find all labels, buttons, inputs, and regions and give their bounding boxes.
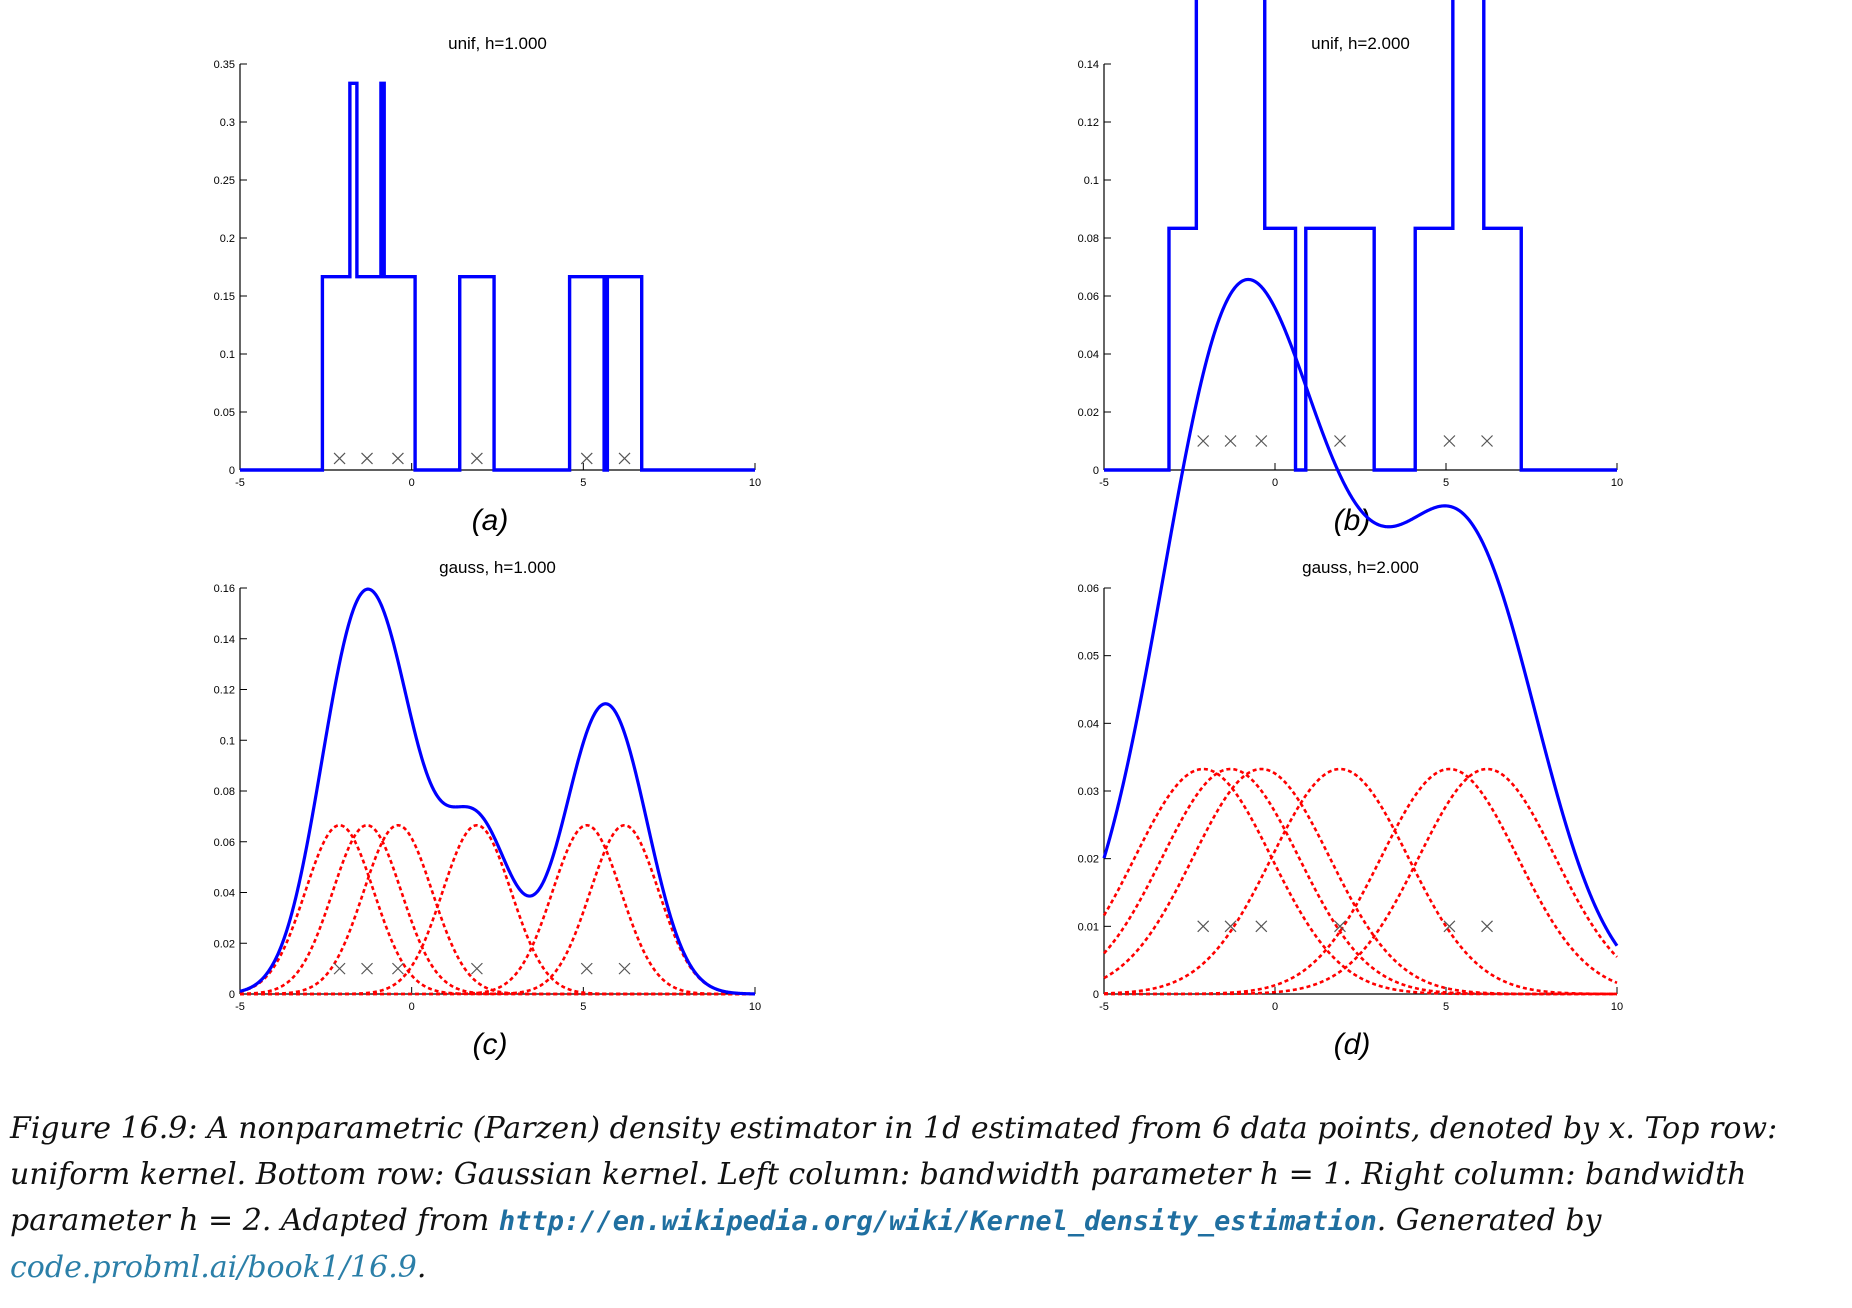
x-tick-label: -5 <box>1099 477 1109 489</box>
data-point-marker <box>1197 435 1210 447</box>
caption-url-link[interactable]: http://en.wikipedia.org/wiki/Kernel_dens… <box>498 1206 1377 1237</box>
y-tick-label: 0.04 <box>1078 718 1099 730</box>
data-point-marker <box>470 452 483 465</box>
chart-title: gauss, h=2.000 <box>1302 558 1419 577</box>
y-tick-label: 0.06 <box>1078 583 1099 595</box>
y-tick-label: 0.08 <box>214 786 235 798</box>
kernel-line <box>1103 767 1617 996</box>
y-tick-label: 0.2 <box>220 233 235 245</box>
y-tick-label: 0.14 <box>214 634 235 646</box>
figure-caption: Figure 16.9: A nonparametric (Parzen) de… <box>10 1106 1840 1291</box>
chart-title: unif, h=1.000 <box>448 34 547 53</box>
data-point-marker <box>1481 435 1493 447</box>
data-point-marker <box>1255 435 1268 447</box>
x-tick-label: 5 <box>580 1001 586 1013</box>
x-tick-label: 0 <box>409 1001 415 1013</box>
data-point-marker <box>1197 920 1210 933</box>
data-point-marker <box>470 962 483 975</box>
data-point-marker <box>333 962 346 975</box>
x-tick-label: 10 <box>1611 477 1623 489</box>
density-line <box>239 587 756 996</box>
y-tick-label: 0.35 <box>214 59 235 71</box>
data-point-marker <box>1443 920 1456 933</box>
density-step-line <box>1104 0 1617 472</box>
y-tick-label: 0.16 <box>214 583 235 595</box>
y-tick-label: 0.02 <box>214 938 235 950</box>
x-tick-label: 0 <box>409 477 415 489</box>
data-point-marker <box>392 962 404 975</box>
x-tick-label: 10 <box>749 477 761 489</box>
y-tick-label: 0.01 <box>1078 921 1099 933</box>
data-point-marker <box>1481 920 1493 933</box>
data-point-marker <box>1334 920 1346 933</box>
x-tick-label: 5 <box>1443 1001 1449 1013</box>
data-point-marker <box>618 962 631 975</box>
kernel-line <box>1103 767 1617 996</box>
y-tick-label: 0.14 <box>1078 59 1099 71</box>
data-point-marker <box>580 962 593 975</box>
y-tick-label: 0 <box>229 465 235 477</box>
kernel-line <box>240 823 756 996</box>
density-step-line <box>240 81 755 472</box>
data-point-marker <box>1255 920 1268 933</box>
y-tick-label: 0 <box>1093 989 1099 1001</box>
y-tick-label: 0.1 <box>220 349 235 361</box>
x-tick-label: 10 <box>749 1001 761 1013</box>
panel-label: (a) <box>472 504 509 537</box>
data-point-marker <box>1224 435 1237 447</box>
x-tick-label: -5 <box>1099 1001 1109 1013</box>
caption-text-2: . Generated by <box>1376 1203 1602 1238</box>
y-tick-label: 0.08 <box>1078 233 1099 245</box>
y-tick-label: 0 <box>1093 465 1099 477</box>
data-point-marker <box>1224 920 1237 933</box>
kernel-line <box>1102 767 1617 996</box>
panel-label: (d) <box>1334 1028 1371 1061</box>
y-tick-label: 0.05 <box>214 407 235 419</box>
y-tick-label: 0.04 <box>1078 349 1099 361</box>
y-tick-label: 0.1 <box>220 735 235 747</box>
y-tick-label: 0.25 <box>214 175 235 187</box>
x-tick-label: 10 <box>1611 1001 1623 1013</box>
y-tick-label: 0.05 <box>1078 651 1099 663</box>
kernel-line <box>1104 767 1618 996</box>
panel-label: (c) <box>473 1028 508 1061</box>
data-point-marker <box>618 452 631 465</box>
y-tick-label: 0.3 <box>220 117 235 129</box>
data-point-marker <box>580 452 593 465</box>
x-tick-label: -5 <box>235 477 245 489</box>
data-point-marker <box>361 962 373 975</box>
y-tick-label: 0.15 <box>214 291 235 303</box>
data-point-marker <box>361 452 373 465</box>
kernel-line <box>1104 767 1618 996</box>
y-tick-label: 0.12 <box>214 685 235 697</box>
y-tick-label: 0.02 <box>1078 407 1099 419</box>
caption-text-3: . <box>416 1250 427 1285</box>
chart-title: unif, h=2.000 <box>1311 34 1410 53</box>
y-tick-label: 0.1 <box>1084 175 1099 187</box>
y-tick-label: 0.12 <box>1078 117 1099 129</box>
density-line <box>1102 277 1619 947</box>
kernel-line <box>1103 767 1617 996</box>
y-tick-label: 0.03 <box>1078 786 1099 798</box>
data-point-marker <box>1443 435 1456 447</box>
y-tick-label: 0.04 <box>214 888 235 900</box>
data-point-marker <box>1334 435 1346 447</box>
x-tick-label: -5 <box>235 1001 245 1013</box>
x-tick-label: 0 <box>1272 1001 1278 1013</box>
y-tick-label: 0.06 <box>214 837 235 849</box>
y-tick-label: 0 <box>229 989 235 1001</box>
data-point-marker <box>392 452 404 465</box>
caption-text: Figure 16.9: A nonparametric (Parzen) de… <box>10 1111 1778 1238</box>
y-tick-label: 0.02 <box>1078 854 1099 866</box>
panel-label: (b) <box>1334 504 1371 537</box>
x-tick-label: 0 <box>1272 477 1278 489</box>
chart-title: gauss, h=1.000 <box>439 558 556 577</box>
kernel-line <box>240 823 755 996</box>
figure-panels: unif, h=1.00000.050.10.150.20.250.30.35-… <box>214 0 1623 1061</box>
y-tick-label: 0.06 <box>1078 291 1099 303</box>
x-tick-label: 5 <box>580 477 586 489</box>
data-point-marker <box>333 452 346 465</box>
caption-code-link[interactable]: code.probml.ai/book1/16.9 <box>10 1250 417 1285</box>
x-tick-label: 5 <box>1443 477 1449 489</box>
